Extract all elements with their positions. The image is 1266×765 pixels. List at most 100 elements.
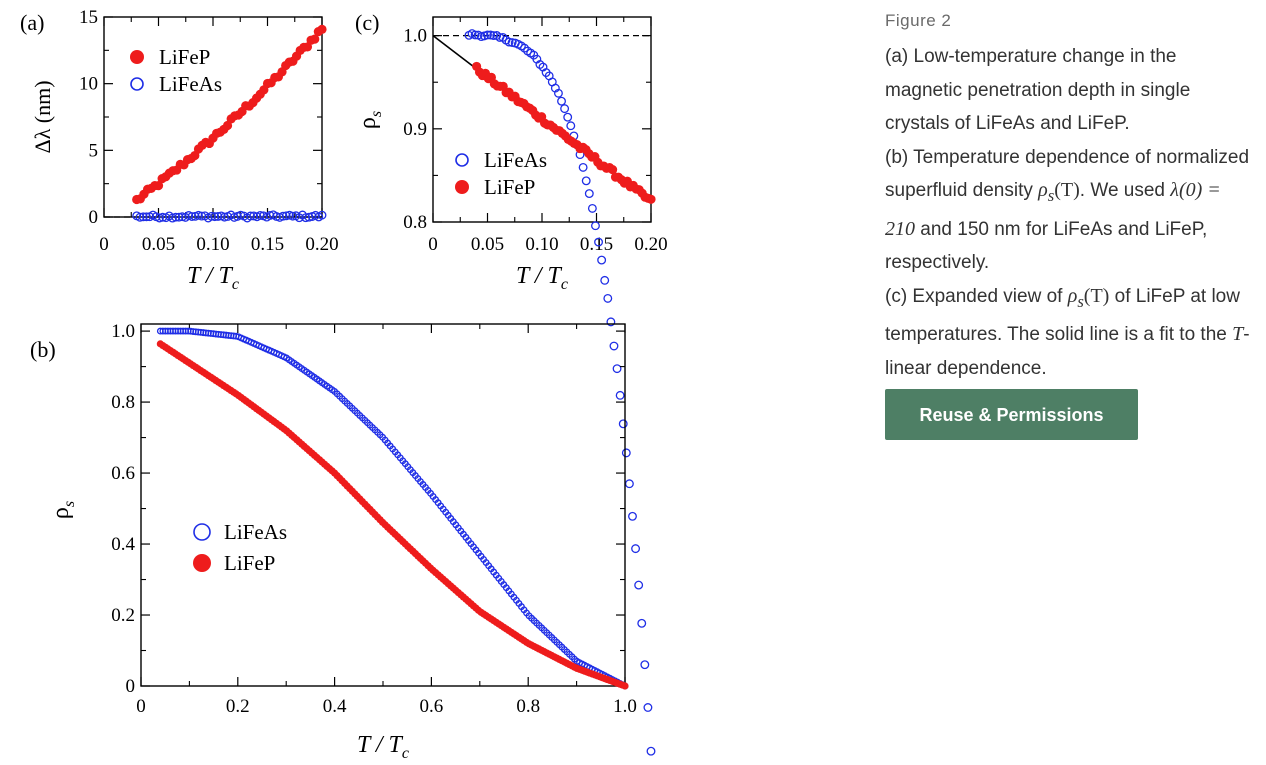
series-lifeas (156, 327, 629, 690)
legend-label-lifeas: LiFeAs (159, 72, 222, 96)
data-point-lifeas (155, 213, 164, 223)
data-point-lifeas (207, 211, 216, 221)
x-tick-label: 0.8 (516, 696, 540, 717)
legend-marker-lifep (193, 554, 211, 572)
data-point-lifeas (486, 30, 496, 40)
y-tick-label: 15 (79, 7, 98, 28)
x-tick-label: 0.20 (634, 234, 667, 255)
data-point-lifeas (142, 212, 151, 222)
data-point-lifeas (566, 121, 576, 131)
y-tick-label: 1.0 (111, 321, 135, 342)
data-point-lifep (607, 165, 618, 175)
data-point-lifeas (606, 317, 616, 327)
legend-label-lifep: LiFeP (224, 551, 275, 575)
caption-part-b: (b) Temperature dependence of normalized… (885, 141, 1255, 280)
data-point-lifeas (278, 211, 288, 221)
y-axis-label: ρs (48, 501, 78, 519)
data-point-lifeas (600, 275, 610, 285)
caption-c-rho-arg: (T) (1083, 284, 1110, 307)
data-point-lifeas (158, 212, 168, 222)
data-point-lifeas (560, 104, 570, 114)
caption-b-lambda: λ(0) = 210 (885, 179, 1221, 240)
y-tick-label: 0.8 (403, 212, 427, 233)
data-point-lifeas (631, 544, 641, 554)
data-point-lifeas (594, 237, 604, 247)
figure-2: (a) 0 0.05 0.10 0.15 0.20 0 5 10 15 Δλ (nm) T / Tc L… (20, 7, 668, 762)
y-tick-label: 0.4 (111, 534, 135, 555)
data-point-lifeas (597, 255, 607, 265)
data-point-lifeas (174, 212, 184, 222)
y-tick-label: 0 (126, 676, 136, 697)
figure-caption: Figure 2 (a) Low-temperature change in t… (885, 8, 1255, 440)
y-tick-label: 10 (79, 74, 98, 95)
x-tick-label: 0.05 (142, 234, 175, 255)
data-point-lifeas (171, 212, 181, 222)
data-point-lifeas (612, 364, 622, 374)
legend-marker-lifep (130, 50, 144, 64)
x-tick-label: 0.6 (420, 696, 444, 717)
legend-marker-lifeas (130, 77, 144, 91)
y-tick-label: 0.8 (111, 392, 135, 413)
data-point-lifep (621, 682, 629, 690)
panel-label: (c) (355, 10, 379, 35)
legend: LiFeP LiFeAs (130, 45, 222, 96)
caption-b-text-3: and 150 nm for LiFeAs and LiFeP, respect… (885, 218, 1208, 274)
data-point-lifeas (621, 448, 631, 458)
panel-c: (c) 0 0.05 0.10 0.15 0.20 0.8 0.9 1.0 ρs T / Tc LiF… (355, 10, 668, 756)
x-tick-label: 1.0 (613, 696, 637, 717)
legend-marker-lifeas (455, 153, 469, 167)
data-point-lifeas (643, 703, 653, 712)
caption-a-text: (a) Low-temperature change in the magnet… (885, 46, 1191, 134)
y-axis-label: Δλ (nm) (30, 80, 55, 153)
x-axis-label: T / Tc (187, 263, 239, 293)
data-point-lifeas (304, 212, 314, 222)
panel-a: (a) 0 0.05 0.10 0.15 0.20 0 5 10 15 Δλ (nm) T / Tc L… (20, 7, 339, 293)
legend-label-lifep: LiFeP (484, 175, 535, 199)
data-point-lifeas (197, 211, 207, 221)
x-tick-label: 0.05 (471, 234, 504, 255)
caption-part-a: (a) Low-temperature change in the magnet… (885, 40, 1255, 141)
x-tick-label: 0.10 (525, 234, 558, 255)
x-tick-label: 0.4 (323, 696, 347, 717)
figure-label: Figure 2 (885, 11, 952, 30)
x-axis-label: T / Tc (357, 732, 409, 762)
data-point-lifeas (609, 341, 619, 351)
data-point-lifeas (301, 213, 311, 223)
panel-b: (b) 0 0.2 0.4 0.6 0.8 1.0 0 0.2 0.4 0.6 0.8 1.0 ρs T /… (30, 321, 637, 762)
y-tick-label: 0.9 (403, 119, 427, 140)
plot-frame (103, 16, 323, 218)
caption-b-rho-sub: s (1047, 186, 1055, 205)
data-point-lifeas (255, 210, 265, 220)
legend: LiFeAs LiFeP (455, 148, 547, 199)
data-point-lifeas (634, 580, 644, 590)
x-tick-label: 0.20 (305, 234, 338, 255)
x-tick-label: 0 (136, 696, 146, 717)
x-tick-label: 0.10 (196, 234, 229, 255)
panel-label: (a) (20, 10, 44, 35)
series-lifeas (132, 210, 327, 223)
data-point-lifeas (615, 390, 625, 400)
data-point-lifeas (288, 211, 298, 221)
reuse-permissions-button[interactable]: Reuse & Permissions (885, 389, 1138, 440)
y-tick-label: 5 (89, 140, 99, 161)
data-point-lifep (317, 24, 327, 34)
data-point-lifeas (246, 211, 255, 221)
x-tick-label: 0.15 (251, 234, 284, 255)
series-lifep (156, 340, 629, 690)
caption-b-rho: ρs(T) (1038, 179, 1080, 205)
y-tick-label: 0.6 (111, 463, 135, 484)
data-point-lifeas (553, 88, 563, 98)
data-point-lifeas (584, 189, 594, 199)
data-point-lifeas (187, 212, 197, 221)
data-point-lifeas (504, 37, 514, 47)
data-point-lifeas (603, 293, 613, 303)
x-tick-label: 0 (99, 234, 109, 255)
data-point-lifeas (210, 212, 220, 222)
data-point-lifeas (646, 746, 656, 756)
series-lifep (472, 61, 656, 204)
x-tick-label: 0.15 (580, 234, 613, 255)
data-point-lifeas (640, 660, 650, 670)
y-tick-label: 0.2 (111, 605, 135, 626)
caption-part-c: (c) Expanded view of ρs(T) of LiFeP at l… (885, 280, 1255, 386)
data-point-lifeas (507, 38, 517, 47)
